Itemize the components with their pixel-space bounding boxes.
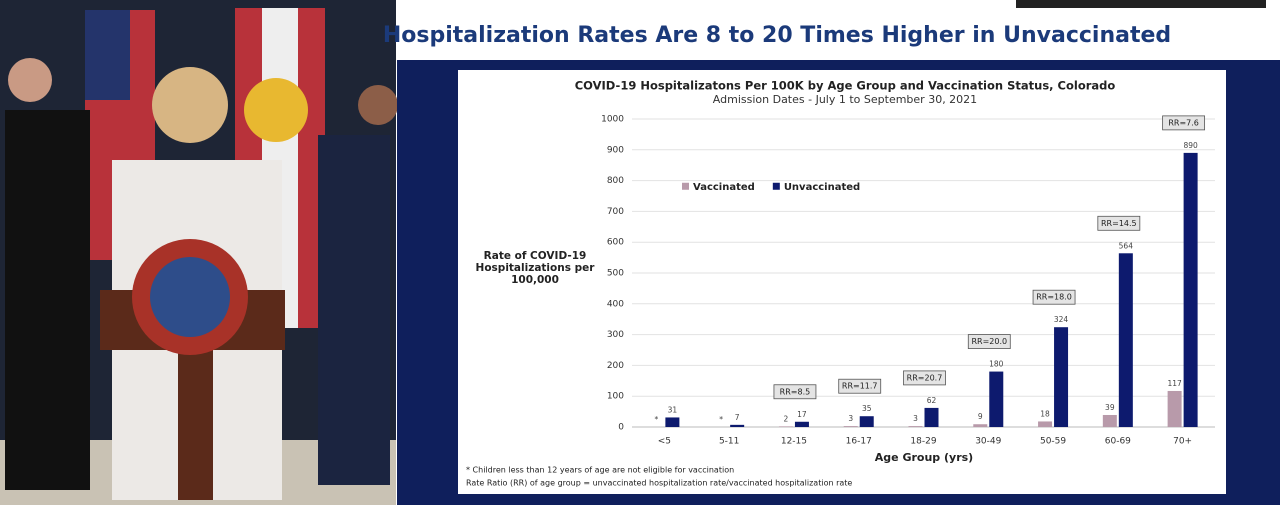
annotation-box [1032, 289, 1076, 305]
bar [1167, 390, 1182, 427]
x-tick-label: 30-49 [975, 437, 1001, 447]
thumbnail [1016, 0, 1266, 8]
bar [989, 371, 1004, 427]
x-tick-label: 70+ [1173, 437, 1192, 447]
y-tick-label: 700 [607, 207, 624, 217]
value-label: 117 [1167, 379, 1182, 388]
footnote: Rate Ratio (RR) of age group = unvaccina… [466, 479, 852, 488]
x-tick-label: 50-59 [1040, 437, 1066, 447]
chart-subtitle: Admission Dates - July 1 to September 30… [713, 93, 977, 106]
x-tick-label: <5 [658, 437, 671, 447]
y-tick-label: 500 [607, 269, 624, 279]
value-label: 39 [1105, 403, 1115, 412]
legend-swatch [682, 182, 689, 190]
bar [778, 426, 793, 427]
legend-label: Unvaccinated [784, 182, 860, 193]
annotation: RR=20.0 [971, 337, 1007, 346]
y-tick-label: 100 [607, 392, 624, 402]
chart-card [458, 70, 1226, 494]
x-tick-label: 18-29 [910, 437, 936, 447]
value-label: 3 [913, 414, 918, 423]
footnote: * Children less than 12 years of age are… [466, 466, 734, 475]
annotation-box [838, 378, 882, 394]
legend-swatch [772, 182, 780, 190]
annotation: RR=20.7 [907, 373, 943, 382]
value-label: 18 [1040, 409, 1050, 418]
bar [1102, 414, 1117, 427]
annotation: RR=14.5 [1101, 219, 1137, 228]
y-tick-label: 900 [607, 145, 624, 155]
x-axis-label: Age Group (yrs) [875, 451, 973, 464]
value-label: 324 [1054, 315, 1069, 324]
annotation: RR=7.6 [1168, 118, 1199, 127]
y-label-box: Rate of COVID-19 Hospitalizations per 10… [475, 250, 595, 286]
bar [859, 416, 874, 427]
value-label: 2 [784, 414, 789, 423]
bar [665, 417, 680, 427]
slide-title: Hospitalization Rates Are 8 to 20 Times … [383, 23, 1171, 48]
value-label: 180 [989, 360, 1004, 369]
bar [794, 421, 809, 427]
bar [1183, 152, 1198, 427]
legend-label: Vaccinated [693, 182, 755, 193]
value-label: 7 [735, 413, 740, 422]
value-label: 17 [797, 410, 807, 419]
bar [843, 426, 858, 427]
value-label: 3 [848, 414, 853, 423]
annotation: RR=8.5 [780, 387, 811, 396]
annotation: RR=18.0 [1036, 293, 1072, 302]
chart-title: COVID-19 Hospitalizatons Per 100K by Age… [575, 79, 1116, 93]
value-label: 564 [1119, 241, 1134, 250]
annotation-box [903, 370, 946, 386]
y-tick-label: 600 [607, 238, 624, 248]
x-tick-label: 12-15 [781, 437, 807, 447]
y-tick-label: 300 [607, 330, 624, 340]
x-tick-label: 5-11 [719, 437, 739, 447]
x-tick-label: 16-17 [846, 437, 872, 447]
annotation-box [1162, 115, 1206, 131]
bar [924, 407, 939, 427]
annotation-box [1097, 215, 1141, 231]
y-tick-label: 400 [607, 299, 624, 309]
bar [1038, 421, 1053, 427]
bar [1118, 253, 1133, 427]
value-label: 31 [668, 405, 678, 414]
y-tick-label: 200 [607, 361, 624, 371]
bar [908, 426, 923, 427]
video-feed [0, 0, 398, 505]
y-tick-label: 800 [607, 176, 624, 186]
bar [1054, 327, 1069, 427]
y-tick-label: 1000 [601, 115, 624, 125]
bar [973, 424, 988, 427]
annotation-box [967, 334, 1011, 349]
annotation-box [773, 384, 817, 400]
value-label: 35 [862, 404, 872, 413]
value-label: 62 [927, 396, 937, 405]
annotation: RR=11.7 [842, 382, 878, 391]
value-label: 9 [978, 412, 983, 421]
value-label: * [655, 415, 659, 424]
value-label: * [719, 415, 723, 424]
y-tick-label: 0 [618, 423, 624, 433]
y-axis-label: Rate of COVID-19 Hospitalizations per 10… [475, 250, 595, 286]
bar [730, 424, 745, 427]
x-tick-label: 60-69 [1105, 437, 1131, 447]
value-label: 890 [1183, 141, 1198, 150]
